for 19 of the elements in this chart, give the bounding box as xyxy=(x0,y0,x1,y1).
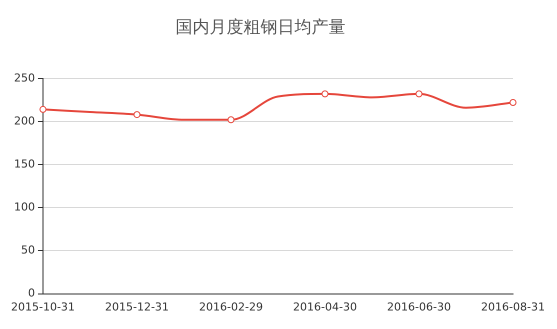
y-tick-label: 0 xyxy=(28,286,35,300)
y-tick-label: 250 xyxy=(14,71,35,84)
point xyxy=(321,90,328,98)
y-tick-label: 150 xyxy=(14,157,35,170)
point xyxy=(39,106,46,113)
x-tick-label: 2016-06-30 xyxy=(387,300,451,314)
x-tick-label: 2016-04-30 xyxy=(293,300,357,314)
point xyxy=(415,90,422,98)
y-tick-label: 100 xyxy=(14,200,35,214)
x-tick-label: 2015-10-31 xyxy=(10,300,75,314)
point xyxy=(510,99,516,106)
point xyxy=(227,116,234,124)
x-tick-label: 2015-12-31 xyxy=(105,300,169,314)
y-tick-label: 50 xyxy=(20,244,35,257)
y-tick-label: 200 xyxy=(14,114,35,128)
x-tick-label: 2016-08-31 xyxy=(481,300,545,314)
x-tick-label: 2016-02-29 xyxy=(199,300,263,314)
point xyxy=(133,111,140,118)
chart-title: 国内月度粗钢日均产量 xyxy=(176,18,346,38)
